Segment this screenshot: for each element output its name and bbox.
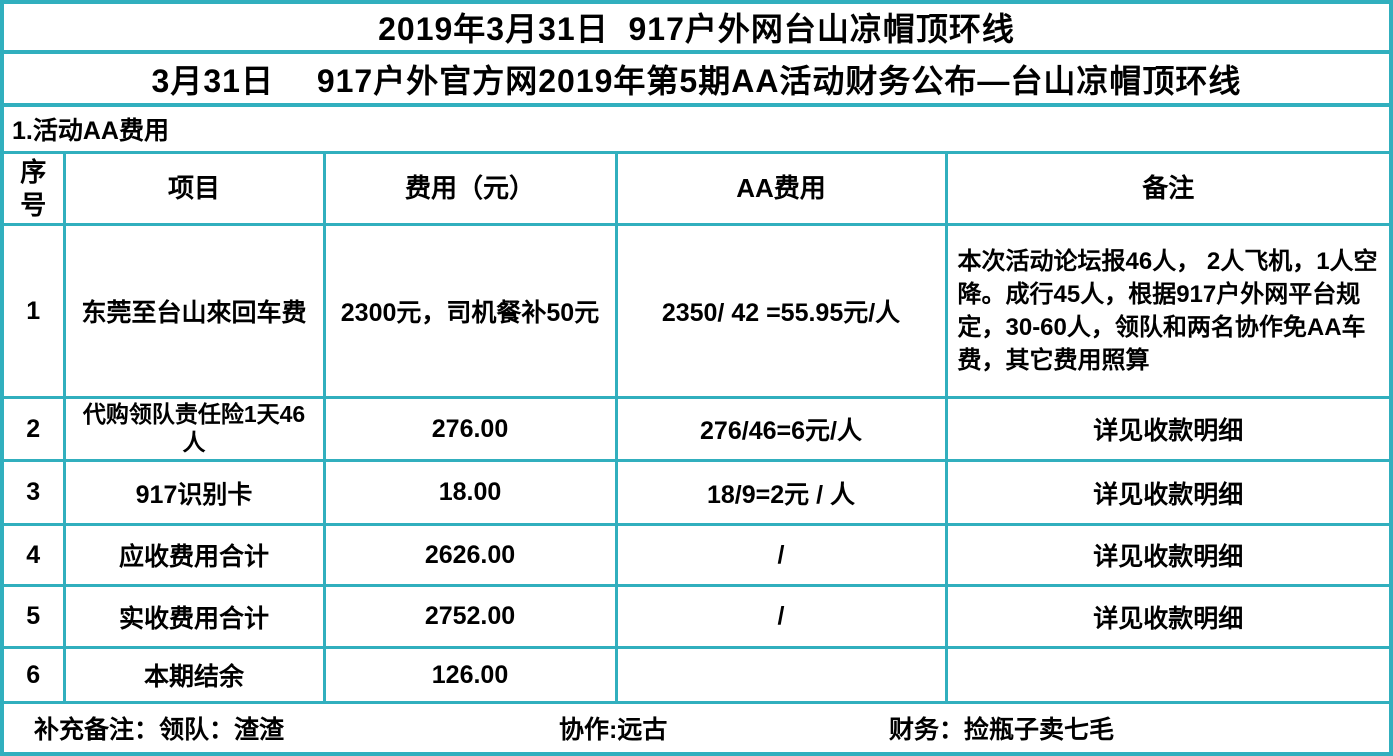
table-row: 2 代购领队责任险1天46人 276.00 276/46=6元/人 详见收款明细: [4, 396, 1389, 462]
note-cell: [944, 646, 1389, 704]
table-row: 5 实收费用合计 2752.00 / 详见收款明细: [4, 584, 1389, 649]
row-number-cell: 5: [4, 584, 66, 649]
table-row: 3 917识别卡 18.00 18/9=2元 / 人 详见收款明细: [4, 459, 1389, 526]
table-header-row: 序号 项目 费用（元） AA费用 备注: [4, 151, 1389, 226]
item-cell: 代购领队责任险1天46人: [62, 396, 326, 462]
page-subtitle: 3月31日 917户外官方网2019年第5期AA活动财务公布—台山凉帽顶环线: [4, 54, 1389, 107]
row-number-cell: 3: [4, 459, 66, 526]
col-header-note: 备注: [944, 151, 1389, 226]
cost-cell: 126.00: [322, 646, 618, 704]
row-number-cell: 6: [4, 646, 66, 704]
note-cell: 本次活动论坛报46人， 2人飞机，1人空降。成行45人，根据917户外网平台规定…: [944, 223, 1389, 399]
aa-fee-cell: /: [614, 584, 948, 649]
aa-fee-cell: [614, 646, 948, 704]
table-row: 6 本期结余 126.00: [4, 646, 1389, 704]
item-cell: 应收费用合计: [62, 523, 326, 587]
item-cell: 本期结余: [62, 646, 326, 704]
row-number-cell: 2: [4, 396, 66, 462]
footer-assist-note: 协作:远古: [559, 716, 668, 744]
row-number-cell: 4: [4, 523, 66, 587]
row-number-cell: 1: [4, 223, 66, 399]
table-row: 1 东莞至台山來回车费 2300元，司机餐补50元 2350/ 42 =55.9…: [4, 223, 1389, 399]
note-cell: 详见收款明细: [944, 396, 1389, 462]
cost-cell: 2626.00: [322, 523, 618, 587]
section-label: 1.活动AA费用: [12, 117, 169, 145]
col-header-no: 序号: [4, 151, 66, 226]
footer-finance-note: 财务：捡瓶子卖七毛: [889, 716, 1115, 744]
note-cell: 详见收款明细: [944, 523, 1389, 587]
cost-cell: 276.00: [322, 396, 618, 462]
note-cell: 详见收款明细: [944, 459, 1389, 526]
cost-cell: 2300元，司机餐补50元: [322, 223, 618, 399]
aa-fee-cell: 18/9=2元 / 人: [614, 459, 948, 526]
aa-fee-cell: /: [614, 523, 948, 587]
cost-cell: 2752.00: [322, 584, 618, 649]
table-row: 4 应收费用合计 2626.00 / 详见收款明细: [4, 523, 1389, 587]
col-header-aa-fee: AA费用: [614, 151, 948, 226]
item-cell: 917识别卡: [62, 459, 326, 526]
aa-fee-table: 序号 项目 费用（元） AA费用 备注 1 东莞至台山來回车费 2300元，司机…: [4, 151, 1389, 704]
page-title: 2019年3月31日 917户外网台山凉帽顶环线: [4, 4, 1389, 54]
col-header-item: 项目: [62, 151, 326, 226]
footer-note: 补充备注：领队：渣渣 协作:远古 财务：捡瓶子卖七毛: [4, 704, 1389, 752]
note-cell: 详见收款明细: [944, 584, 1389, 649]
col-header-cost: 费用（元）: [322, 151, 618, 226]
aa-fee-cell: 276/46=6元/人: [614, 396, 948, 462]
aa-fee-cell: 2350/ 42 =55.95元/人: [614, 223, 948, 399]
footer-supplement-note: 补充备注：领队：渣渣: [34, 716, 285, 744]
item-cell: 实收费用合计: [62, 584, 326, 649]
item-cell: 东莞至台山來回车费: [62, 223, 326, 399]
cost-cell: 18.00: [322, 459, 618, 526]
